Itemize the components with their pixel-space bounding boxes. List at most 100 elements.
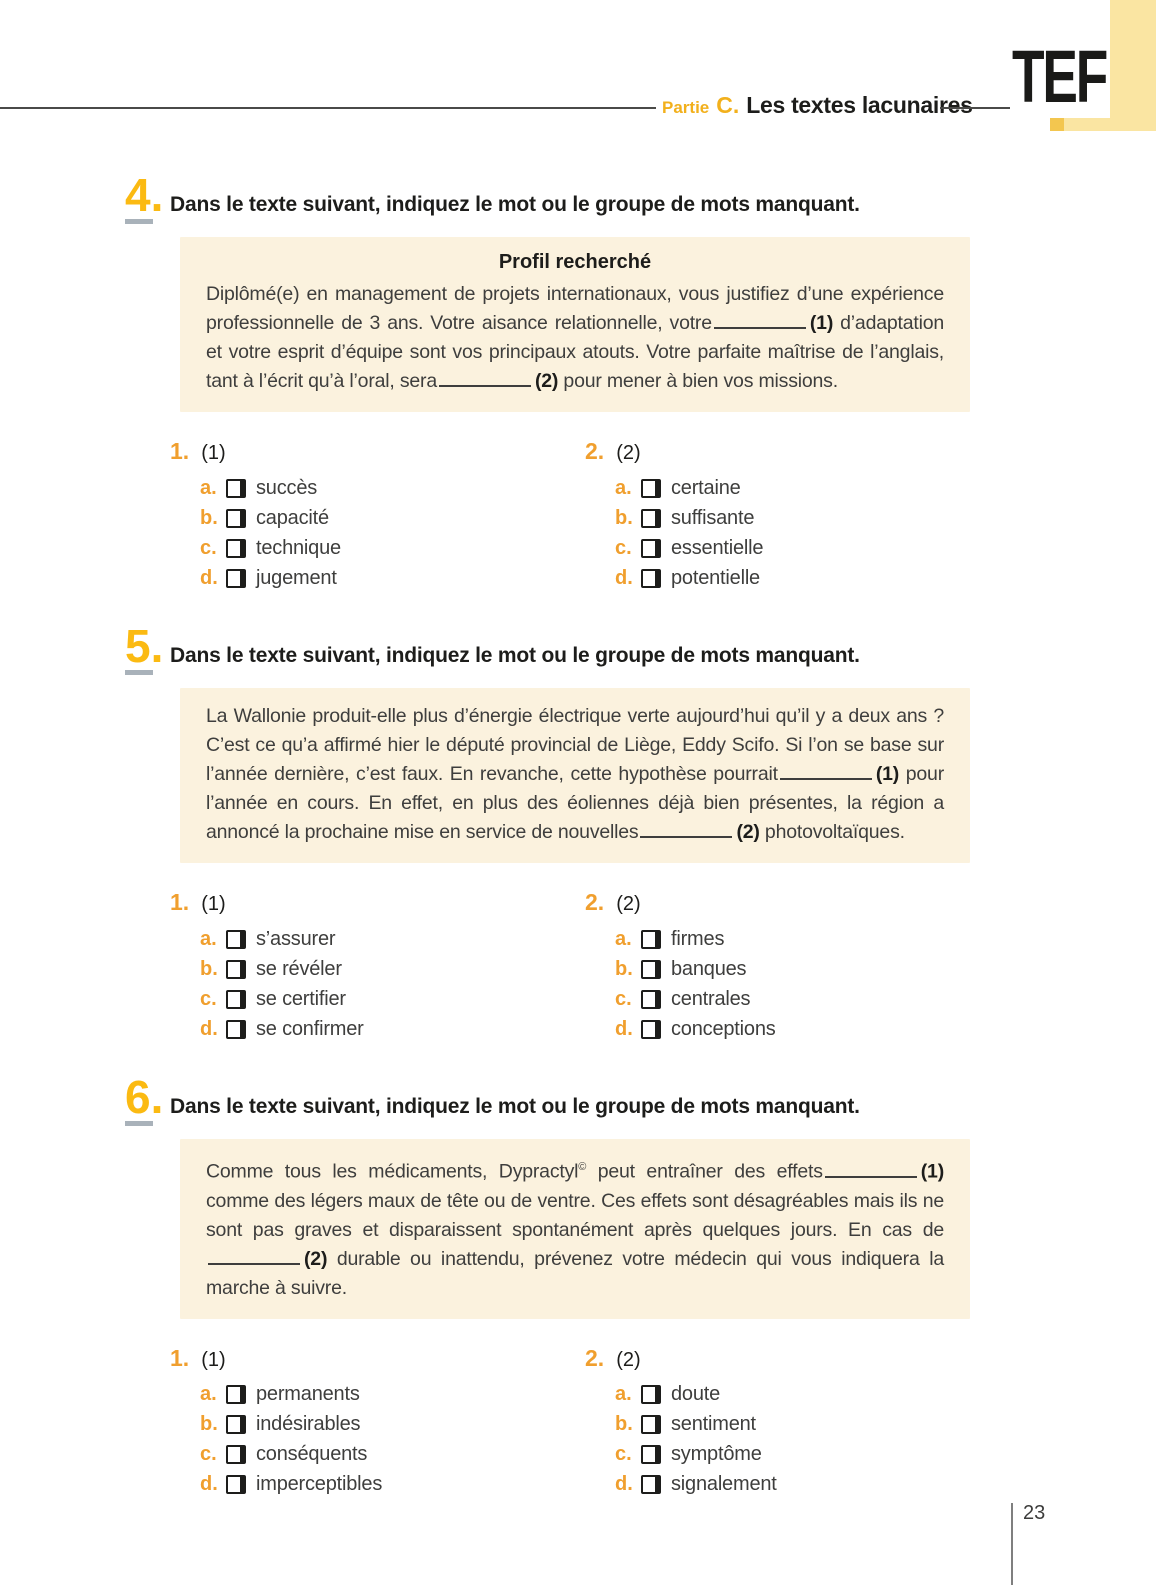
option-checkbox[interactable] <box>641 959 661 979</box>
option-letter: c. <box>200 536 217 559</box>
options-list: a. permanents b. indésirables c. conséqu… <box>170 1380 585 1500</box>
option-checkbox[interactable] <box>226 989 246 1009</box>
option-checkbox[interactable] <box>641 1475 661 1494</box>
option-checkbox[interactable] <box>226 568 246 588</box>
option-letter: a. <box>615 476 632 499</box>
option-text: capacité <box>256 506 329 529</box>
options-list: a. doute b. sentiment c. symptôme <box>585 1380 1000 1500</box>
options-list: a. certaine b. suffisante c. essentielle <box>585 473 1000 593</box>
header-rule-left <box>0 107 656 109</box>
exercise-number-underline <box>125 219 153 224</box>
option-checkbox[interactable] <box>641 568 661 588</box>
option-text: jugement <box>256 566 337 589</box>
question-label: (1) <box>201 893 226 915</box>
partie-letter: C. <box>716 92 740 118</box>
option-row: c. centrales <box>615 984 1000 1014</box>
exercise-instruction: Dans le texte suivant, indiquez le mot o… <box>170 644 860 667</box>
corner-band-vertical <box>1110 0 1156 119</box>
option-checkbox[interactable] <box>641 989 661 1009</box>
blank-line <box>438 368 531 387</box>
option-row: d. signalement <box>615 1470 1000 1500</box>
option-text: conséquents <box>256 1443 368 1465</box>
option-row: c. essentielle <box>615 533 1000 563</box>
option-text: sentiment <box>671 1413 756 1435</box>
blank-line <box>640 819 733 838</box>
option-letter: b. <box>200 1413 218 1435</box>
question-number: 1. <box>170 1344 190 1371</box>
exercise-instruction: Dans le texte suivant, indiquez le mot o… <box>170 193 860 216</box>
exercise-number-text: 6. <box>125 1071 164 1123</box>
option-text: technique <box>256 536 341 559</box>
option-checkbox[interactable] <box>641 508 661 528</box>
option-checkbox[interactable] <box>226 1385 246 1404</box>
exercise-number: 4. <box>125 172 163 224</box>
option-letter: a. <box>200 476 217 499</box>
option-letter: c. <box>615 536 632 559</box>
option-text: s’assurer <box>256 927 336 950</box>
options-list: a. s’assurer b. se révéler c. se certifi… <box>170 924 585 1044</box>
option-letter: d. <box>200 566 218 589</box>
exercise-number: 6. <box>125 1074 163 1126</box>
option-text: certaine <box>671 476 741 499</box>
option-text: centrales <box>671 987 751 1010</box>
option-row: a. succès <box>200 473 585 503</box>
option-row: b. sentiment <box>615 1410 1000 1440</box>
exercise-5: 5. Dans le texte suivant, indiquez le mo… <box>0 623 1156 1044</box>
option-row: b. se révéler <box>200 954 585 984</box>
option-checkbox[interactable] <box>226 1415 246 1434</box>
breadcrumb: Partie C. Les textes lacunaires <box>662 92 973 119</box>
option-text: se certifier <box>256 987 346 1010</box>
option-letter: d. <box>200 1017 218 1040</box>
option-letter: a. <box>615 927 632 950</box>
option-checkbox[interactable] <box>226 959 246 979</box>
option-checkbox[interactable] <box>641 929 661 949</box>
option-letter: d. <box>615 566 633 589</box>
option-row: d. potentielle <box>615 563 1000 593</box>
option-checkbox[interactable] <box>641 478 661 498</box>
option-text: firmes <box>671 927 725 950</box>
option-checkbox[interactable] <box>641 1385 661 1404</box>
corner-band-square <box>1050 118 1064 131</box>
option-row: b. suffisante <box>615 503 1000 533</box>
passage-box: La Wallonie produit-elle plus d’énergie … <box>180 688 970 863</box>
questions-row: 1. (1) a. s’assurer b. se révéler <box>170 889 1061 1044</box>
option-letter: d. <box>615 1017 633 1040</box>
exercise-number-text: 5. <box>125 620 164 672</box>
option-text: doute <box>671 1383 721 1405</box>
option-row: d. jugement <box>200 563 585 593</box>
option-checkbox[interactable] <box>226 1019 246 1039</box>
option-row: d. se confirmer <box>200 1014 585 1044</box>
option-text: indésirables <box>256 1413 361 1435</box>
question-header: 1. (1) <box>170 438 585 465</box>
option-checkbox[interactable] <box>641 538 661 558</box>
option-checkbox[interactable] <box>226 929 246 949</box>
passage-box: Comme tous les médicaments, Dypractyl© p… <box>180 1139 970 1319</box>
option-text: conceptions <box>671 1017 776 1040</box>
option-checkbox[interactable] <box>226 538 246 558</box>
option-letter: b. <box>200 506 218 529</box>
option-checkbox[interactable] <box>226 1445 246 1464</box>
passage-text: Comme tous les médicaments, Dypractyl© p… <box>206 1153 944 1303</box>
passage-text: La Wallonie produit-elle plus d’énergie … <box>206 705 944 843</box>
passage-text: Diplômé(e) en management de projets inte… <box>206 283 945 392</box>
question-number: 1. <box>170 438 190 464</box>
option-letter: b. <box>615 957 633 980</box>
questions-row: 1. (1) a. succès b. capacité c. <box>170 438 1061 593</box>
option-checkbox[interactable] <box>226 1475 246 1494</box>
question-number: 1. <box>170 889 190 915</box>
option-checkbox[interactable] <box>641 1415 661 1434</box>
question-number: 2. <box>585 1344 605 1371</box>
option-checkbox[interactable] <box>641 1019 661 1039</box>
exercise-4: 4. Dans le texte suivant, indiquez le mo… <box>0 172 1156 593</box>
option-checkbox[interactable] <box>641 1445 661 1464</box>
option-text: suffisante <box>671 506 755 529</box>
option-checkbox[interactable] <box>226 478 246 498</box>
blank-line <box>779 761 872 780</box>
question-header: 1. (1) <box>170 889 585 916</box>
option-checkbox[interactable] <box>226 508 246 528</box>
passage-box: Profil recherché Diplômé(e) en managemen… <box>180 237 970 412</box>
option-row: a. doute <box>615 1380 1000 1410</box>
option-letter: a. <box>200 927 217 950</box>
option-row: c. conséquents <box>200 1440 585 1470</box>
blank-line <box>824 1158 917 1178</box>
